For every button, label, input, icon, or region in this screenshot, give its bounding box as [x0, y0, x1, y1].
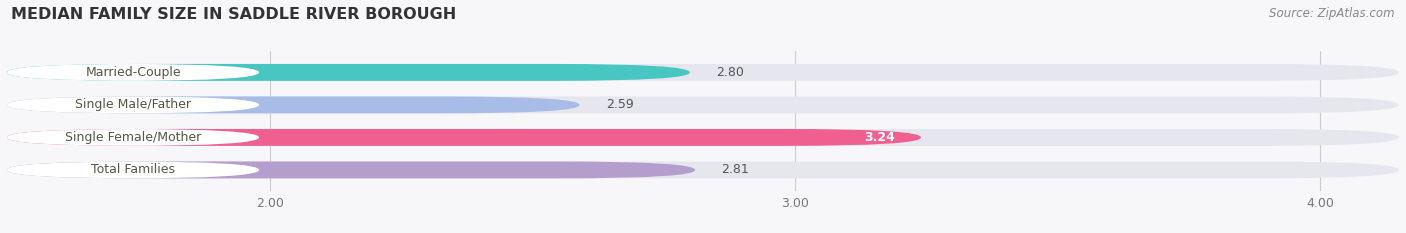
Text: 2.80: 2.80: [716, 66, 744, 79]
FancyBboxPatch shape: [7, 64, 1399, 81]
Text: 3.24: 3.24: [863, 131, 894, 144]
FancyBboxPatch shape: [7, 129, 1399, 146]
FancyBboxPatch shape: [7, 96, 1399, 113]
FancyBboxPatch shape: [7, 64, 259, 81]
FancyBboxPatch shape: [7, 129, 921, 146]
FancyBboxPatch shape: [7, 96, 259, 113]
FancyBboxPatch shape: [7, 161, 259, 178]
Text: Single Male/Father: Single Male/Father: [75, 98, 191, 111]
FancyBboxPatch shape: [7, 161, 695, 178]
Text: 2.81: 2.81: [721, 163, 749, 176]
Text: MEDIAN FAMILY SIZE IN SADDLE RIVER BOROUGH: MEDIAN FAMILY SIZE IN SADDLE RIVER BOROU…: [11, 7, 457, 22]
FancyBboxPatch shape: [7, 129, 259, 146]
Text: Single Female/Mother: Single Female/Mother: [65, 131, 201, 144]
Text: Total Families: Total Families: [91, 163, 176, 176]
FancyBboxPatch shape: [7, 96, 579, 113]
Text: Source: ZipAtlas.com: Source: ZipAtlas.com: [1270, 7, 1395, 20]
Text: Married-Couple: Married-Couple: [86, 66, 181, 79]
FancyBboxPatch shape: [7, 64, 690, 81]
Text: 2.59: 2.59: [606, 98, 634, 111]
FancyBboxPatch shape: [7, 161, 1399, 178]
